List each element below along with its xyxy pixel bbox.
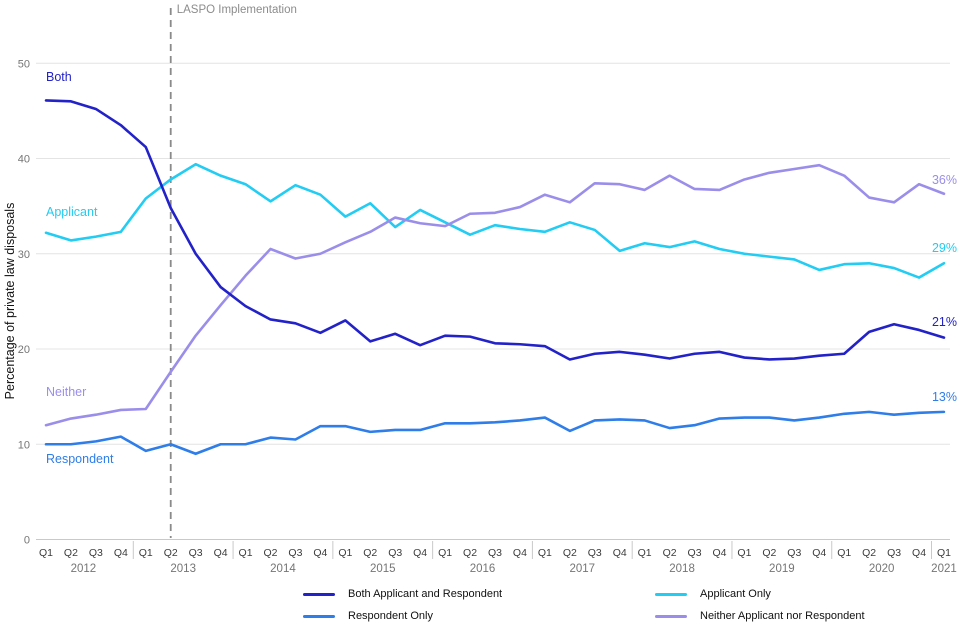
x-tick-label: Q1: [737, 547, 751, 559]
y-tick-label: 40: [18, 154, 30, 166]
x-tick-label: Q2: [64, 547, 78, 559]
x-tick-label: Q4: [812, 547, 826, 559]
y-axis-title: Percentage of private law disposals: [3, 203, 17, 400]
x-tick-label: Q1: [239, 547, 253, 559]
legend-label: Applicant Only: [700, 588, 771, 600]
x-tick-label: Q4: [513, 547, 527, 559]
year-label: 2014: [270, 563, 296, 575]
legend-label: Both Applicant and Respondent: [348, 588, 503, 600]
x-tick-label: Q4: [214, 547, 228, 559]
series-labels: Both 21% Applicant 29% Respondent 13% Neither 3…: [46, 70, 957, 466]
x-tick-label: Q1: [937, 547, 951, 559]
series-inline-label: Neither: [46, 385, 86, 399]
x-tick-label: Q2: [263, 547, 277, 559]
x-tick-label: Q3: [388, 547, 402, 559]
x-tick-label: Q1: [638, 547, 652, 559]
legend-label: Respondent Only: [348, 610, 433, 622]
x-tick-label: Q2: [363, 547, 377, 559]
x-tick-label: Q1: [438, 547, 452, 559]
x-tick-label: Q3: [89, 547, 103, 559]
line-chart-canvas: 0 10 20 30 40 50 Q1 Q2 Q3 Q4 Q1 Q2 Q3 Q4 Q1 Q2 Q3 Q4 Q1 Q2…: [3, 4, 957, 575]
series-inline-label: Respondent: [46, 452, 114, 466]
x-tick-label: Q3: [787, 547, 801, 559]
x-tick-label: Q3: [887, 547, 901, 559]
y-tick-label: 30: [18, 249, 30, 261]
x-tick-label: Q3: [688, 547, 702, 559]
series-end-value-label: 36%: [932, 173, 957, 187]
x-tick-label: Q3: [189, 547, 203, 559]
x-tick-label: Q2: [463, 547, 477, 559]
year-label: 2015: [370, 563, 396, 575]
x-tick-label: Q4: [613, 547, 627, 559]
x-tick-label: Q1: [39, 547, 53, 559]
series-line-neither-applicant-nor-respondent: [44, 163, 946, 427]
legend-item-respondent-only: Respondent Only: [303, 610, 655, 622]
x-tick-label: Q4: [114, 547, 128, 559]
chart-legend: Both Applicant and Respondent Applicant O…: [303, 588, 865, 622]
laspo-annotation: LASPO Implementation: [169, 4, 297, 538]
legend-line-swatch: [655, 592, 687, 596]
x-tick-label: Q2: [862, 547, 876, 559]
year-label: 2020: [869, 563, 895, 575]
laspo-annotation-label: LASPO Implementation: [177, 4, 297, 16]
series-end-value-label: 13%: [932, 390, 957, 404]
series-line-applicant-only: [44, 162, 946, 279]
series-inline-label: Applicant: [46, 205, 98, 219]
x-tick-label: Q3: [488, 547, 502, 559]
year-label: 2019: [769, 563, 795, 575]
legend-line-swatch: [303, 614, 335, 618]
gridlines: 0 10 20 30 40 50: [18, 58, 950, 547]
series-line-respondent-only: [44, 410, 946, 456]
y-tick-label: 10: [18, 439, 30, 451]
year-label: 2012: [71, 563, 97, 575]
x-tick-label: Q1: [338, 547, 352, 559]
x-tick-label: Q3: [588, 547, 602, 559]
year-label: 2021: [931, 563, 957, 575]
legend-line-swatch: [303, 592, 335, 596]
x-tick-label: Q4: [712, 547, 726, 559]
series-inline-label: Both: [46, 70, 72, 84]
x-tick-label: Q1: [139, 547, 153, 559]
legend-line-swatch: [655, 614, 687, 618]
year-label: 2017: [569, 563, 595, 575]
year-label: 2016: [470, 563, 496, 575]
legend-item-applicant-only: Applicant Only: [655, 588, 865, 600]
x-tick-label: Q2: [563, 547, 577, 559]
year-label: 2013: [170, 563, 196, 575]
series-end-value-label: 29%: [932, 241, 957, 255]
y-tick-label: 20: [18, 344, 30, 356]
x-tick-label: Q4: [313, 547, 327, 559]
legend-item-both-applicant-and-respondent: Both Applicant and Respondent: [303, 588, 655, 600]
series-lines: [44, 99, 946, 456]
series-line-both-applicant-and-respondent: [44, 99, 946, 361]
x-tick-label: Q4: [413, 547, 427, 559]
x-tick-label: Q1: [837, 547, 851, 559]
x-tick-label: Q2: [164, 547, 178, 559]
x-axis: Q1 Q2 Q3 Q4 Q1 Q2 Q3 Q4 Q1 Q2 Q3 Q4 Q1 Q2 Q3 Q4 Q1 Q2 Q3 Q4…: [39, 541, 957, 575]
x-tick-label: Q1: [538, 547, 552, 559]
y-tick-label: 50: [18, 58, 30, 70]
legend-item-neither-applicant-nor-respondent: Neither Applicant nor Respondent: [655, 610, 865, 622]
series-end-value-label: 21%: [932, 315, 957, 329]
x-tick-label: Q3: [288, 547, 302, 559]
x-tick-label: Q2: [663, 547, 677, 559]
legend-label: Neither Applicant nor Respondent: [700, 610, 865, 622]
x-tick-label: Q2: [762, 547, 776, 559]
y-tick-label: 0: [24, 535, 30, 547]
year-label: 2018: [669, 563, 695, 575]
x-tick-label: Q4: [912, 547, 926, 559]
